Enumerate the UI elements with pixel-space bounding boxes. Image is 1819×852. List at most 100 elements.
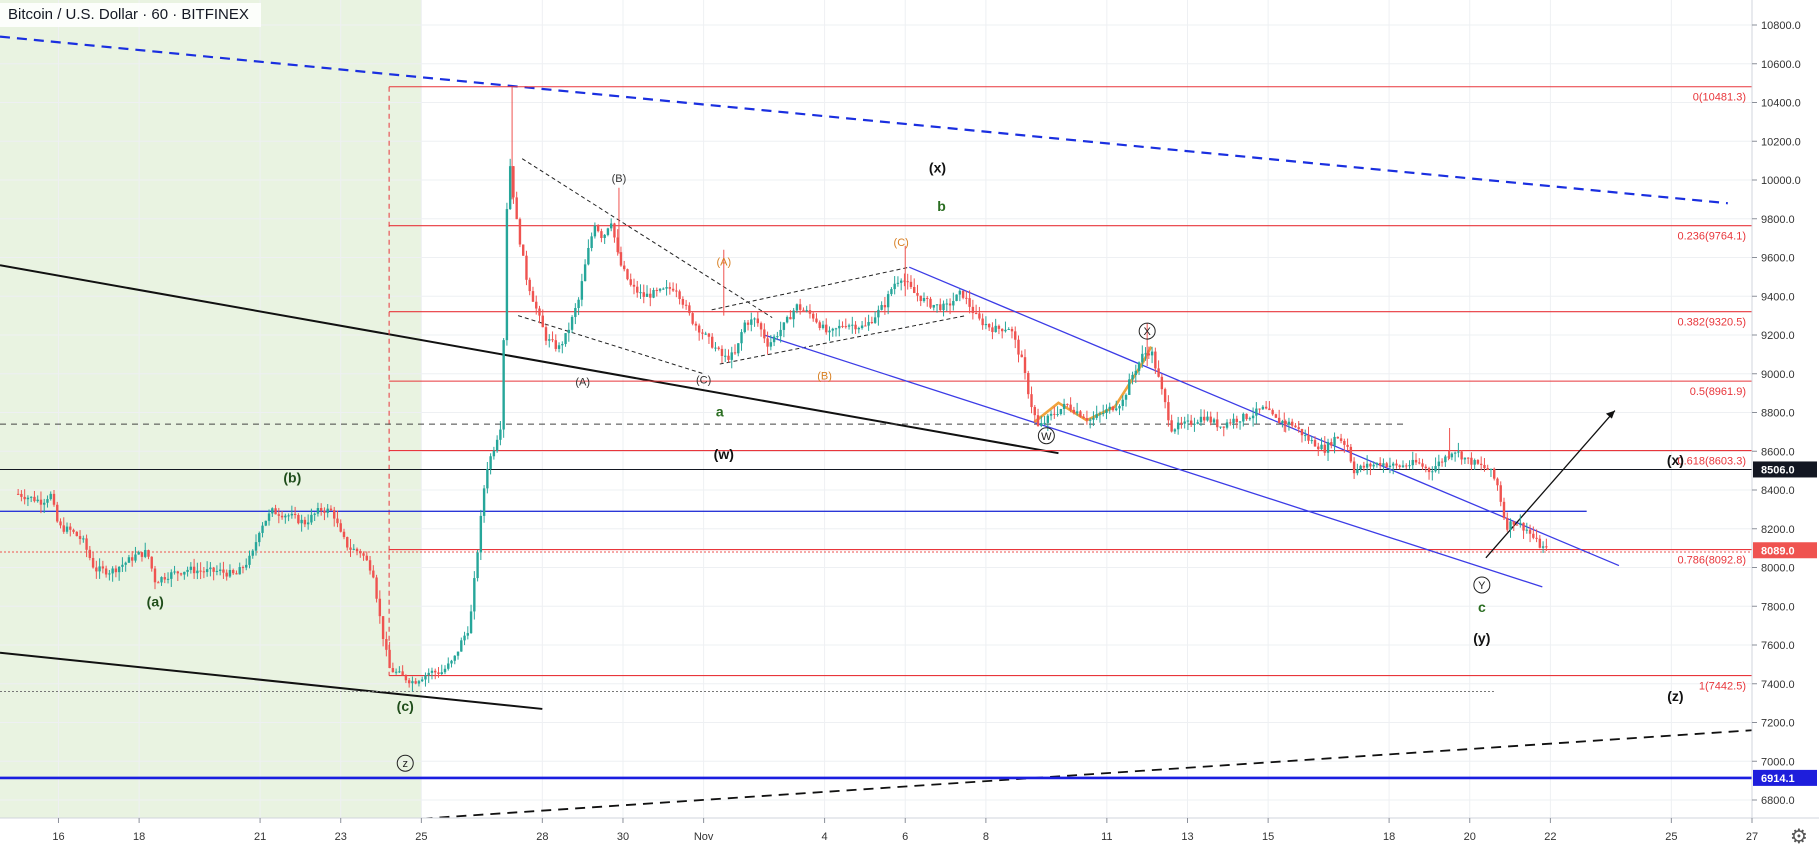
candle	[851, 316, 854, 334]
channel-upper	[909, 266, 1620, 567]
candle	[769, 335, 773, 351]
candle	[333, 506, 336, 527]
candle	[479, 509, 483, 561]
y-tick-label: 8200.0	[1761, 524, 1795, 536]
candle	[785, 315, 789, 324]
gear-icon[interactable]: ⚙	[1790, 824, 1808, 848]
candle	[772, 334, 776, 347]
candle	[1036, 408, 1040, 427]
candle	[701, 328, 704, 340]
candle	[101, 560, 105, 574]
candle	[968, 290, 971, 314]
candle	[616, 229, 619, 256]
candle	[205, 561, 209, 577]
candle	[1284, 419, 1287, 433]
price-tag	[1753, 542, 1817, 559]
candle	[987, 323, 991, 332]
candle	[1453, 451, 1457, 462]
candle	[574, 303, 577, 325]
candle	[144, 542, 147, 559]
candle	[1203, 409, 1206, 424]
candle	[665, 280, 668, 296]
candle	[179, 572, 183, 577]
candle	[792, 307, 795, 328]
candle	[1418, 458, 1421, 465]
candle	[1528, 524, 1532, 543]
candle	[1072, 406, 1076, 415]
candle	[551, 331, 554, 343]
candle	[932, 304, 935, 311]
candle	[655, 287, 659, 297]
candle	[1007, 327, 1010, 330]
candle	[69, 523, 72, 537]
candle	[658, 287, 662, 293]
candle	[1365, 455, 1369, 475]
x-tick-label: 15	[1262, 831, 1274, 843]
candle	[854, 321, 857, 334]
candle	[583, 259, 587, 282]
candle	[300, 514, 303, 532]
candle	[548, 334, 551, 348]
x-tick-label: 16	[52, 831, 64, 843]
candle	[554, 334, 557, 352]
price-tag-label: 8506.0	[1761, 464, 1795, 476]
candle	[570, 315, 574, 333]
candle	[235, 570, 238, 575]
candle	[870, 316, 874, 325]
candle	[828, 326, 831, 341]
candle	[652, 287, 655, 299]
candle	[202, 566, 206, 579]
candle	[502, 338, 505, 438]
candle	[163, 572, 166, 584]
candle	[1506, 512, 1509, 532]
wave-label: (x)	[929, 159, 946, 175]
candle	[922, 292, 926, 303]
candle	[1473, 458, 1476, 470]
candle	[1225, 419, 1229, 430]
candle	[1541, 541, 1545, 554]
candle	[694, 321, 698, 331]
candle	[978, 306, 981, 321]
candle	[1489, 468, 1493, 478]
grid	[0, 0, 1753, 818]
candle	[1274, 413, 1278, 419]
x-tick-label: 18	[1383, 831, 1395, 843]
candle	[662, 287, 665, 290]
wave-label: b	[937, 198, 946, 214]
candle	[1157, 360, 1160, 378]
wave-label: c	[1478, 599, 1486, 615]
candle	[378, 590, 382, 624]
candle	[261, 522, 264, 538]
candle	[844, 318, 847, 329]
candle	[85, 534, 88, 558]
candle	[948, 298, 952, 315]
candle	[587, 239, 590, 266]
candle	[212, 566, 215, 581]
candle	[1141, 345, 1144, 368]
candle	[342, 528, 346, 540]
candle	[1049, 410, 1053, 421]
wave-circle	[396, 754, 414, 772]
flag-top	[711, 266, 910, 311]
candle	[456, 651, 460, 660]
candle	[1375, 462, 1379, 468]
candle	[1457, 442, 1460, 458]
candle	[877, 305, 880, 326]
candle	[153, 565, 157, 590]
y-tick-label: 10800.0	[1761, 20, 1801, 32]
candle	[671, 282, 675, 292]
candle	[668, 282, 672, 295]
candle	[355, 547, 359, 556]
candle	[404, 674, 408, 684]
candle	[958, 288, 962, 302]
candle	[1398, 464, 1401, 470]
candle	[1323, 436, 1326, 456]
candle	[812, 311, 815, 322]
candle	[1382, 458, 1385, 473]
candle	[427, 668, 430, 683]
candle	[1105, 404, 1108, 420]
candle	[297, 513, 300, 525]
wave-label: (x)	[1667, 452, 1684, 468]
candle	[1300, 428, 1304, 443]
